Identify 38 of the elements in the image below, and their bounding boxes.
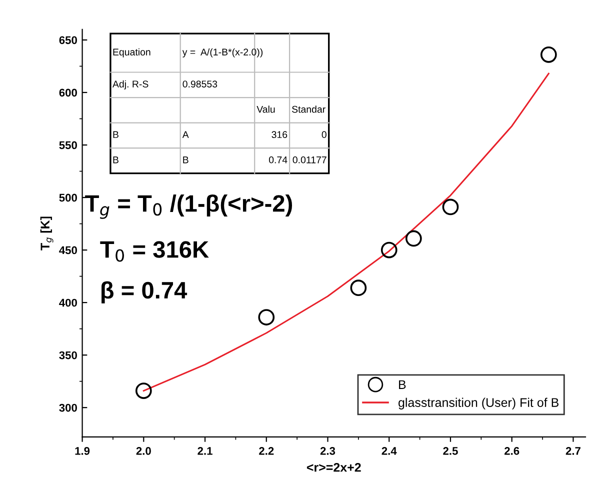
- x-tick-label: 2.0: [136, 447, 151, 455]
- y-tick-label: 650: [59, 36, 77, 44]
- x-tick-label: 2.4: [382, 447, 397, 455]
- x-tick-label: 1.9: [75, 447, 90, 455]
- y-tick-label: 550: [59, 141, 77, 150]
- annotation: 0.01177: [292, 156, 326, 164]
- annotation: y = A/(1-B*(x-2.0)): [182, 48, 263, 58]
- x-tick-label: 2.5: [443, 447, 458, 455]
- annotation: 0.74: [268, 156, 288, 164]
- legend-label: glasstransition (User) Fit of B: [398, 398, 558, 410]
- x-tick-label: 2.6: [504, 447, 520, 455]
- annotation: 0.98553: [182, 80, 218, 88]
- annotation: A: [182, 131, 189, 138]
- y-tick-label: 400: [59, 298, 77, 307]
- annotation: β = 0.74: [102, 281, 188, 304]
- annotation: Equation: [113, 48, 150, 58]
- y-tick-label: 300: [59, 404, 77, 412]
- x-tick-label: 2.2: [259, 447, 274, 455]
- annotation: B: [113, 131, 118, 138]
- legend-label: B: [399, 380, 406, 389]
- annotation: Standar: [292, 106, 326, 113]
- y-tick-label: 500: [59, 194, 77, 202]
- y-tick-label: 350: [59, 351, 77, 360]
- x-tick-label: 2.1: [198, 447, 212, 455]
- annotation: 0: [322, 131, 326, 138]
- annotation: B: [183, 156, 188, 164]
- annotation: T$_{0}$ = 316K: [100, 241, 209, 262]
- annotation: Valu: [256, 106, 275, 113]
- annotation: 316: [272, 131, 288, 138]
- annotation: Adj. R-S: [112, 80, 148, 90]
- y-tick-label: 450: [59, 246, 77, 254]
- x-tick-label: 2.7: [566, 447, 580, 455]
- x-axis-title: <r>=2x+2: [306, 462, 361, 472]
- annotation: B: [113, 156, 118, 164]
- x-tick-label: 2.3: [320, 447, 336, 455]
- annotation: T$_{g}$ = T$_{0}$ /(1-β(<r>-2): [85, 194, 292, 219]
- y-tick-label: 600: [59, 88, 77, 97]
- y-axis-title: T$_{g}$ [K]: [40, 216, 54, 250]
